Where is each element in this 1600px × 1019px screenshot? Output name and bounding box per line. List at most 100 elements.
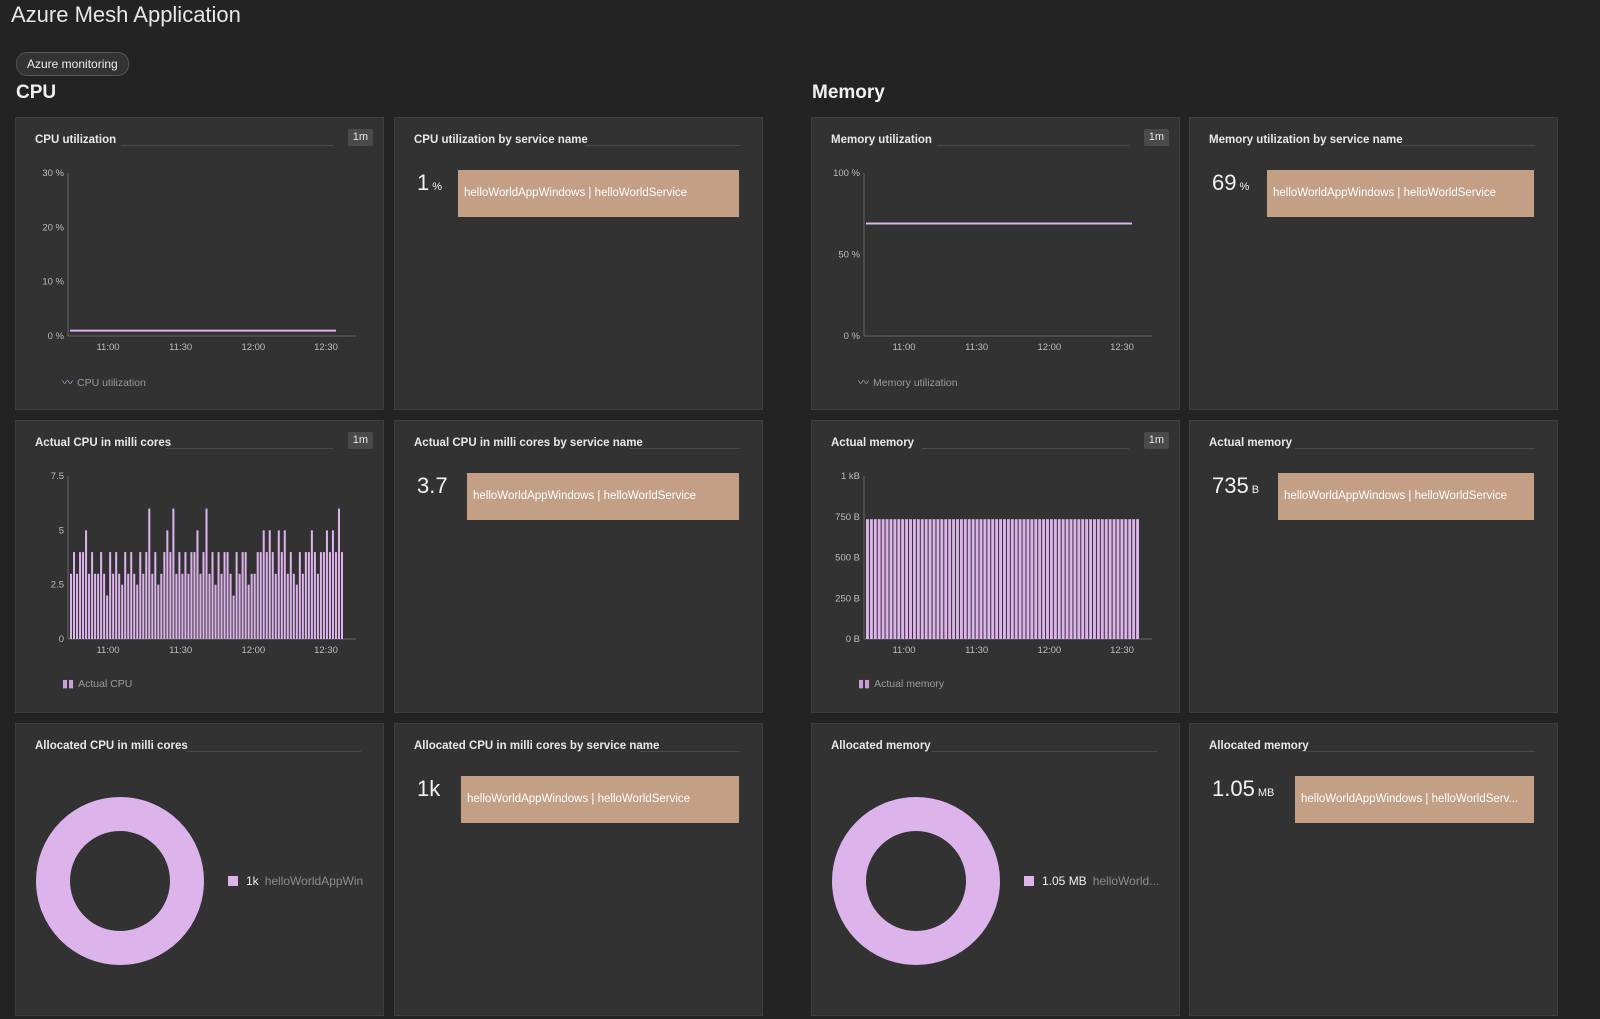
bar	[975, 519, 979, 639]
title-divider	[1295, 448, 1535, 449]
bar	[310, 530, 313, 639]
bar	[313, 552, 316, 639]
title-divider	[1300, 751, 1535, 752]
x-tick-label: 11:30	[169, 645, 192, 656]
azure-monitoring-tag[interactable]: Azure monitoring	[16, 52, 129, 76]
bar	[1053, 519, 1057, 639]
x-tick-label: 12:00	[241, 342, 265, 353]
tile-title: Allocated memory	[831, 740, 931, 752]
bar	[79, 552, 82, 639]
bar	[897, 519, 901, 639]
tile-allocated-cpu[interactable]: Allocated CPU in milli cores 1k helloWorl…	[15, 723, 384, 1016]
bar	[229, 573, 232, 639]
service-bar[interactable]: helloWorldAppWindows | helloWorldService	[458, 170, 739, 217]
value: 3.7	[417, 473, 448, 498]
tile-actual-memory-by-service[interactable]: Actual memory 735 B helloWorldAppWindows …	[1189, 420, 1558, 713]
bar	[920, 519, 924, 639]
donut-legend[interactable]: 1.05 MB helloWorld...	[1024, 874, 1159, 888]
bar	[1096, 519, 1100, 639]
bar	[301, 573, 304, 639]
bar	[82, 552, 85, 639]
bar	[184, 552, 187, 639]
bar	[166, 530, 169, 639]
bar	[928, 519, 932, 639]
bar	[265, 552, 268, 639]
resolution-badge[interactable]: 1m	[1143, 129, 1169, 146]
bar	[274, 573, 277, 639]
bar	[1049, 519, 1053, 639]
service-bar[interactable]: helloWorldAppWindows | helloWorldService	[1267, 170, 1534, 217]
chart-legend[interactable]: 〰 Memory utilization	[858, 374, 958, 390]
bar	[991, 519, 995, 639]
bar	[331, 530, 334, 639]
tile-actual-cpu[interactable]: Actual CPU in milli cores 1m 0 2.5 5 7.5 11:…	[15, 420, 384, 713]
bar	[94, 573, 97, 639]
bar	[157, 584, 160, 639]
bar	[136, 584, 139, 639]
tile-allocated-memory-by-service[interactable]: Allocated memory 1.05 MB helloWorldAppWin…	[1189, 723, 1558, 1016]
tile-cpu-utilization-by-service[interactable]: CPU utilization by service name 1% hello…	[394, 117, 763, 410]
resolution-badge[interactable]: 1m	[347, 432, 373, 449]
service-bar[interactable]: helloWorldAppWindows | helloWorldService	[461, 776, 739, 823]
bar	[106, 595, 109, 639]
donut-allocated-cpu	[36, 797, 204, 965]
tile-actual-cpu-by-service[interactable]: Actual CPU in milli cores by service nam…	[394, 420, 763, 713]
bar	[1100, 519, 1104, 639]
bar	[1120, 519, 1124, 639]
resolution-badge[interactable]: 1m	[347, 129, 373, 146]
bar	[916, 519, 920, 639]
bar	[121, 584, 124, 639]
legend-label: Actual CPU	[78, 678, 133, 690]
bar	[115, 552, 118, 639]
x-tick-label: 11:30	[169, 342, 192, 353]
title-divider	[585, 145, 740, 146]
bar	[932, 519, 936, 639]
tile-title: CPU utilization	[35, 134, 117, 146]
resolution-badge[interactable]: 1m	[1143, 432, 1169, 449]
chart-legend[interactable]: ▮▮ Actual memory	[858, 677, 944, 690]
donut-slice	[36, 797, 204, 965]
bar	[241, 552, 244, 639]
bar	[154, 552, 157, 639]
value: 1.05	[1212, 776, 1255, 801]
bar	[1069, 519, 1073, 639]
bar	[124, 552, 127, 639]
tile-title: Allocated CPU in milli cores by service …	[414, 740, 660, 752]
tile-allocated-memory[interactable]: Allocated memory 1.05 MB helloWorld...	[811, 723, 1180, 1016]
bar	[169, 552, 172, 639]
bar	[1042, 519, 1046, 639]
bar	[202, 552, 205, 639]
bar	[103, 573, 106, 639]
bar	[1022, 519, 1026, 639]
y-tick-label: 0	[59, 634, 64, 645]
tile-memory-utilization[interactable]: Memory utilization 1m 0 % 50 % 100 % 11:00 1…	[811, 117, 1180, 410]
single-value: 69%	[1212, 170, 1249, 196]
chart-legend[interactable]: 〰 CPU utilization	[62, 374, 146, 390]
title-divider	[1400, 145, 1535, 146]
tile-actual-memory[interactable]: Actual memory 1m 0 B 250 B 500 B 750 B 1 kB 1…	[811, 420, 1180, 713]
service-bar[interactable]: helloWorldAppWindows | helloWorldServ...	[1295, 776, 1534, 823]
donut-allocated-memory	[832, 797, 1000, 965]
bar	[999, 519, 1002, 639]
donut-legend[interactable]: 1k helloWorldAppWin	[228, 874, 363, 888]
bar	[337, 508, 340, 639]
bar	[142, 573, 145, 639]
tile-allocated-cpu-by-service[interactable]: Allocated CPU in milli cores by service …	[394, 723, 763, 1016]
bar	[196, 530, 199, 639]
bar	[952, 519, 956, 639]
tile-cpu-utilization[interactable]: CPU utilization 1m 0 % 10 % 20 % 30 % 11:00 1…	[15, 117, 384, 410]
tile-memory-utilization-by-service[interactable]: Memory utilization by service name 69% h…	[1189, 117, 1558, 410]
bar	[217, 552, 220, 639]
bar	[112, 573, 115, 639]
bar	[175, 573, 178, 639]
service-bar[interactable]: helloWorldAppWindows | helloWorldService	[467, 473, 739, 520]
service-bar[interactable]: helloWorldAppWindows | helloWorldService	[1278, 473, 1534, 520]
bar	[995, 519, 999, 639]
chart-legend[interactable]: ▮▮ Actual CPU	[62, 677, 132, 690]
bar	[1026, 519, 1030, 639]
y-tick-label: 750 B	[835, 512, 860, 523]
bar	[971, 519, 975, 639]
bar	[901, 519, 905, 639]
bar	[1104, 519, 1108, 639]
bar	[1077, 519, 1081, 639]
